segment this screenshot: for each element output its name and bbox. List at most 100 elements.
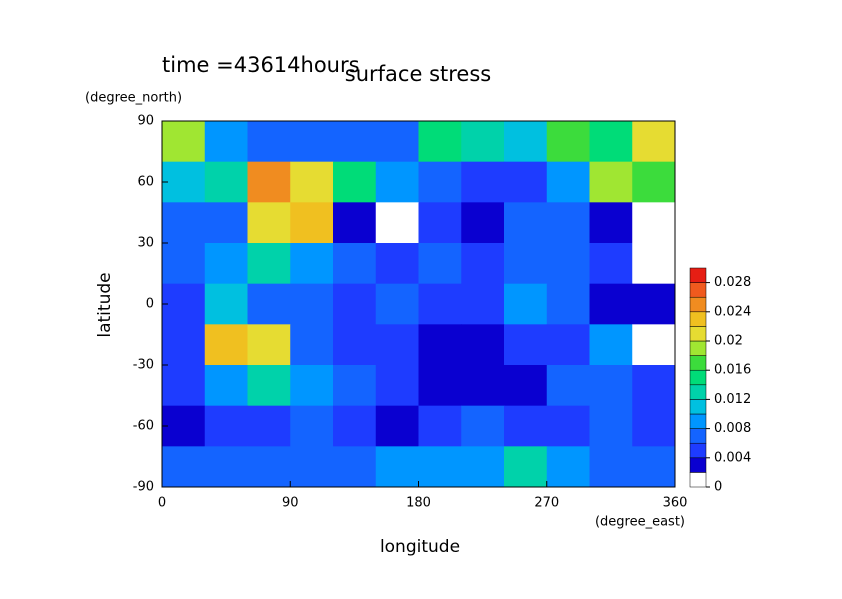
cell [461,324,505,366]
x-units: (degree_east) [595,515,685,530]
cell [333,121,377,163]
cell [290,202,334,244]
cell [290,243,334,285]
cell [290,365,334,407]
cell [333,365,377,407]
cell [162,161,206,203]
cell [333,243,377,285]
cell [290,446,334,488]
cell [418,324,462,366]
cell [546,161,590,203]
cell [632,365,676,407]
cell [546,365,590,407]
cell [375,283,419,325]
colorbar-segment [689,267,707,283]
colorbar-tick-label: 0.02 [714,334,743,349]
cell [589,405,633,447]
cell [504,405,548,447]
cell [504,202,548,244]
y-tick-label: 0 [146,297,154,312]
cell [375,324,419,366]
cell [504,161,548,203]
subtitle: time =43614hours [162,53,360,77]
cell [162,324,206,366]
cell [418,365,462,407]
cell [418,121,462,163]
cell [375,365,419,407]
colorbar-tick-label: 0.024 [714,304,751,319]
cell [247,405,291,447]
cell [290,121,334,163]
cell [461,121,505,163]
cell [546,121,590,163]
cell [632,202,676,244]
cell [418,202,462,244]
cell [290,161,334,203]
cell [589,121,633,163]
cell [247,324,291,366]
cell [290,405,334,447]
x-tick-label: 90 [282,496,299,511]
x-tick-label: 180 [406,496,431,511]
chart-title: surface stress [345,62,491,86]
colorbar-segment [689,428,707,444]
cell [546,243,590,285]
colorbar-tick-label: 0.016 [714,363,751,378]
cell [162,446,206,488]
cell [632,121,676,163]
cell [504,283,548,325]
colorbar-tick-label: 0.004 [714,450,751,465]
cell [204,446,248,488]
cell [247,446,291,488]
cell [461,243,505,285]
cell [632,405,676,447]
colorbar-segment [689,369,707,386]
cell [247,365,291,407]
x-axis-label: longitude [380,537,460,557]
colorbar-tick-label: 0.012 [714,392,751,407]
colorbar-segment [689,442,707,459]
colorbar-segment [689,340,707,356]
cell [418,243,462,285]
cell [504,121,548,163]
cell [632,161,676,203]
y-tick-label: 30 [137,236,154,251]
cell [589,243,633,285]
cell [418,405,462,447]
cell [375,161,419,203]
cell [546,283,590,325]
colorbar-segment [689,472,707,488]
cell [204,283,248,325]
cell [204,324,248,366]
cell [247,202,291,244]
y-tick-label: 60 [137,175,154,190]
cell [504,365,548,407]
cell [204,405,248,447]
colorbar-segment [689,413,707,429]
colorbar-segment [689,282,707,298]
cell [333,324,377,366]
colorbar-segment [689,296,707,313]
colorbar-segment [689,457,707,473]
cell [589,202,633,244]
y-tick-label: -90 [133,480,154,495]
colorbar-tick-label: 0 [714,480,722,495]
colorbar-segment [689,311,707,327]
cell [162,121,206,163]
y-tick-label: -30 [133,358,154,373]
cell [204,121,248,163]
cell [632,324,676,366]
cell [375,243,419,285]
y-axis-label: latitude [95,272,115,337]
cell [546,446,590,488]
cell [589,161,633,203]
cell [546,324,590,366]
cell [589,365,633,407]
cell [589,446,633,488]
cell [461,405,505,447]
cell [162,283,206,325]
y-tick-label: 90 [137,114,154,129]
y-units: (degree_north) [85,91,182,106]
cell [247,243,291,285]
